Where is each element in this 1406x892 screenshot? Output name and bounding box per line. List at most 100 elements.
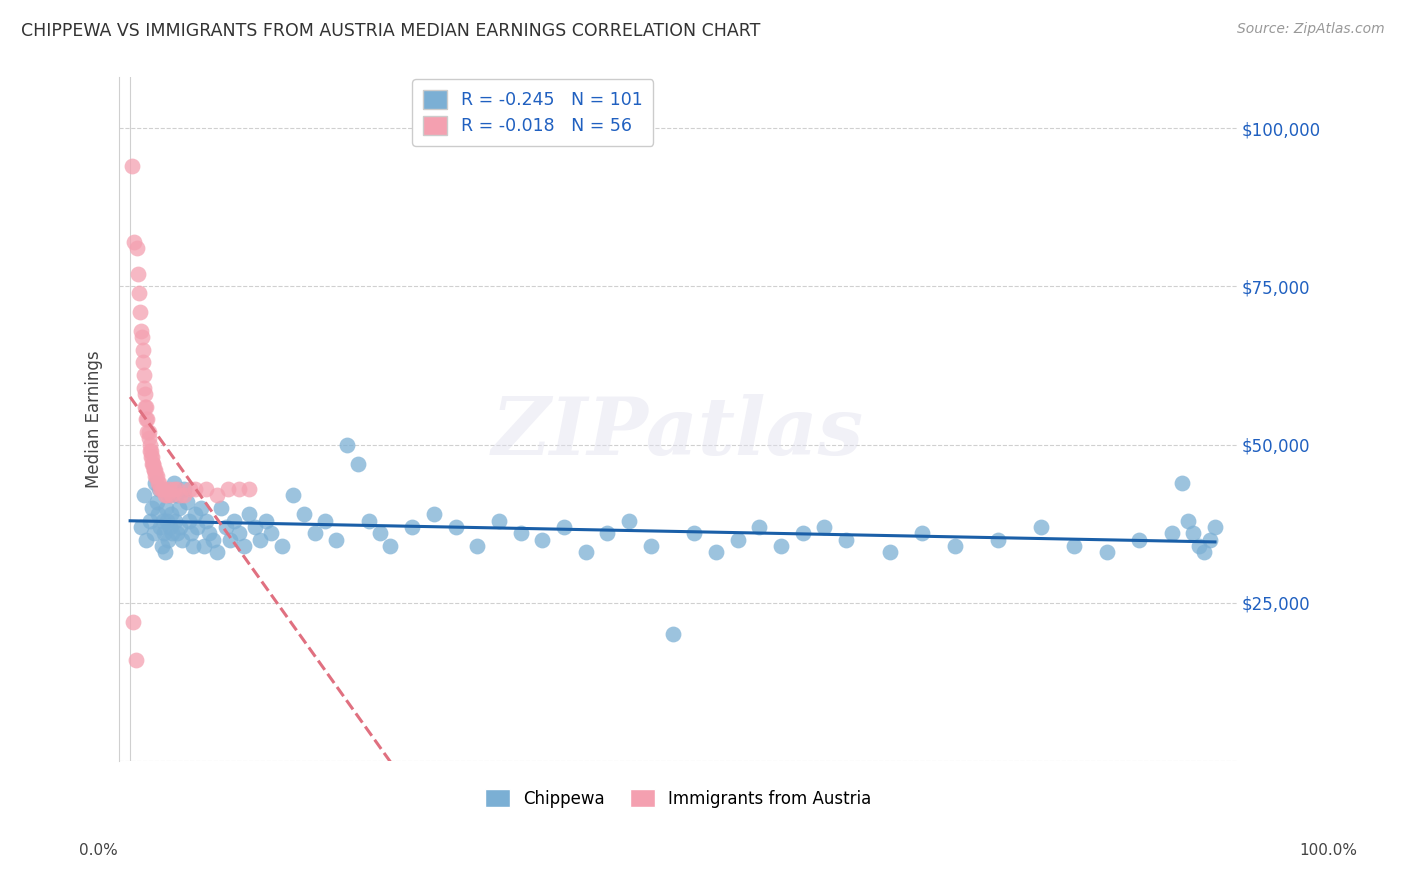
Point	[166, 482, 188, 496]
Point	[444, 520, 467, 534]
Point	[166, 526, 188, 541]
Point	[134, 368, 156, 382]
Point	[132, 343, 155, 357]
Point	[219, 533, 242, 547]
Point	[509, 526, 531, 541]
Point	[217, 482, 239, 496]
Text: ZIPatlas: ZIPatlas	[492, 394, 865, 472]
Point	[135, 400, 157, 414]
Point	[169, 488, 191, 502]
Point	[138, 514, 160, 528]
Point	[911, 526, 934, 541]
Point	[173, 488, 195, 502]
Point	[160, 488, 183, 502]
Point	[325, 533, 347, 547]
Point	[153, 545, 176, 559]
Point	[193, 539, 215, 553]
Point	[152, 514, 174, 528]
Point	[401, 520, 423, 534]
Point	[249, 533, 271, 547]
Point	[1031, 520, 1053, 534]
Point	[184, 482, 207, 496]
Point	[205, 488, 228, 502]
Legend: Chippewa, Immigrants from Austria: Chippewa, Immigrants from Austria	[478, 783, 877, 814]
Point	[727, 533, 749, 547]
Point	[214, 520, 236, 534]
Point	[148, 482, 170, 496]
Point	[683, 526, 706, 541]
Point	[195, 482, 218, 496]
Point	[238, 507, 260, 521]
Point	[165, 488, 187, 502]
Point	[141, 457, 163, 471]
Point	[179, 482, 201, 496]
Point	[488, 514, 510, 528]
Point	[661, 627, 683, 641]
Point	[136, 412, 159, 426]
Point	[134, 488, 156, 502]
Point	[1177, 514, 1199, 528]
Point	[292, 507, 315, 521]
Point	[153, 488, 176, 502]
Point	[169, 520, 191, 534]
Point	[181, 539, 204, 553]
Point	[145, 469, 167, 483]
Point	[1192, 545, 1215, 559]
Point	[143, 475, 166, 490]
Y-axis label: Median Earnings: Median Earnings	[86, 351, 103, 488]
Point	[160, 507, 183, 521]
Point	[357, 514, 380, 528]
Point	[596, 526, 619, 541]
Point	[1160, 526, 1182, 541]
Point	[1171, 475, 1194, 490]
Point	[228, 482, 250, 496]
Point	[336, 437, 359, 451]
Point	[553, 520, 575, 534]
Point	[138, 437, 160, 451]
Point	[157, 482, 180, 496]
Point	[124, 235, 146, 249]
Point	[148, 507, 170, 521]
Point	[143, 463, 166, 477]
Point	[124, 653, 146, 667]
Point	[129, 324, 152, 338]
Point	[184, 507, 207, 521]
Point	[138, 425, 160, 439]
Point	[368, 526, 391, 541]
Point	[134, 381, 156, 395]
Point	[172, 533, 194, 547]
Point	[143, 526, 166, 541]
Point	[167, 500, 190, 515]
Point	[347, 457, 370, 471]
Point	[423, 507, 446, 521]
Point	[157, 533, 180, 547]
Point	[260, 526, 283, 541]
Text: 100.0%: 100.0%	[1299, 843, 1358, 858]
Point	[233, 539, 256, 553]
Point	[162, 482, 184, 496]
Point	[380, 539, 402, 553]
Point	[238, 482, 260, 496]
Point	[148, 475, 170, 490]
Point	[150, 482, 173, 496]
Point	[134, 387, 156, 401]
Point	[149, 520, 172, 534]
Point	[813, 520, 835, 534]
Point	[186, 520, 208, 534]
Point	[162, 526, 184, 541]
Point	[142, 457, 165, 471]
Point	[205, 545, 228, 559]
Point	[314, 514, 336, 528]
Point	[201, 533, 224, 547]
Point	[127, 267, 149, 281]
Point	[162, 475, 184, 490]
Point	[792, 526, 814, 541]
Point	[198, 526, 221, 541]
Point	[163, 514, 186, 528]
Point	[128, 285, 150, 300]
Point	[748, 520, 770, 534]
Point	[146, 469, 169, 483]
Point	[146, 494, 169, 508]
Point	[1095, 545, 1118, 559]
Point	[152, 482, 174, 496]
